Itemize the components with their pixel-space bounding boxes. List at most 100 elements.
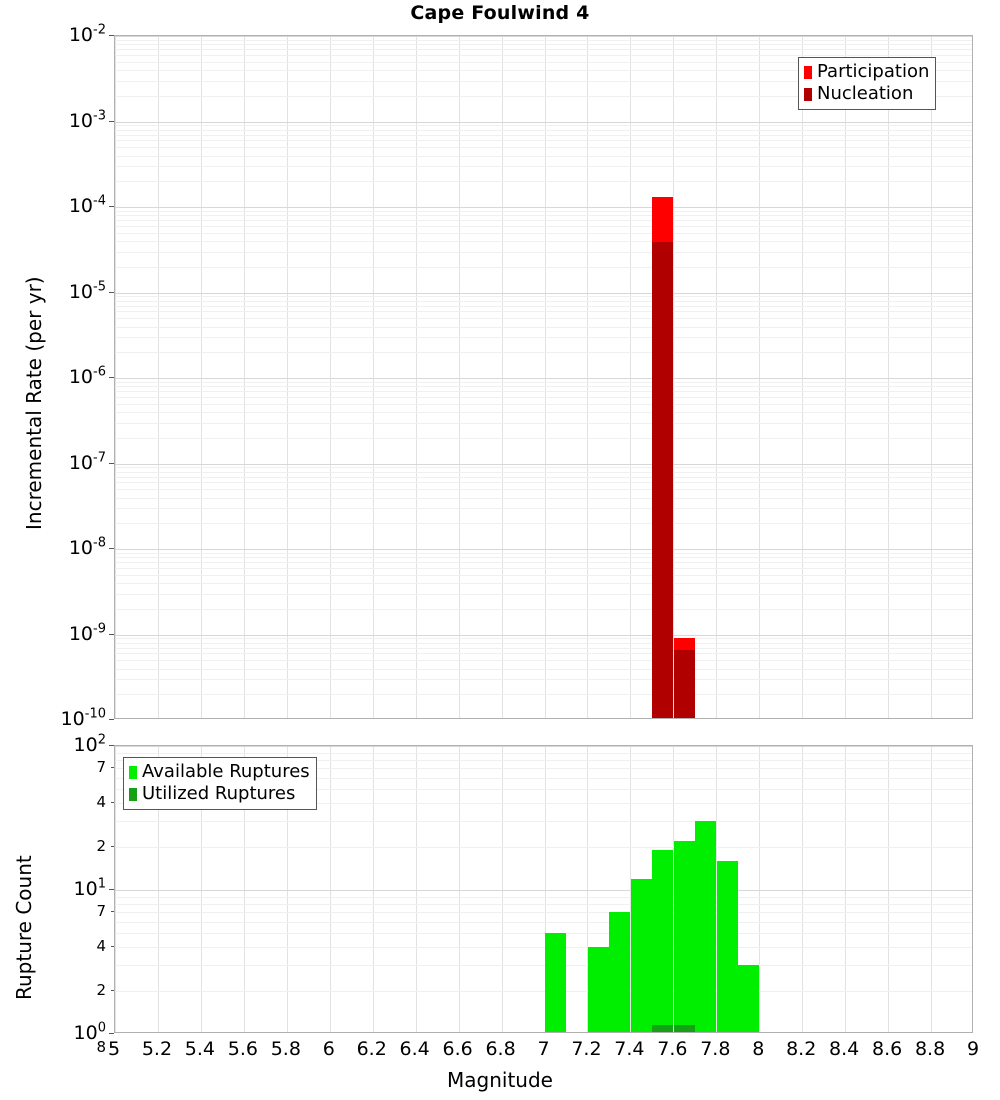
gridline-vertical [372, 36, 374, 718]
gridline-horizontal-minor [115, 660, 972, 662]
y-tick-mark [109, 1033, 114, 1034]
x-tick-label: 5 [107, 1038, 121, 1060]
gridline-vertical [630, 36, 632, 718]
legend-label: Utilized Ruptures [142, 783, 296, 804]
y-tick-label: 4 [96, 793, 106, 812]
gridline-vertical [716, 36, 718, 718]
gridline-horizontal-minor [115, 752, 972, 754]
legend-label: Participation [817, 61, 930, 82]
legend-label: Available Ruptures [142, 761, 310, 782]
gridline-horizontal-minor [115, 990, 972, 992]
y-tick-label: 100 [73, 1020, 106, 1044]
gridline-horizontal-minor [115, 251, 972, 253]
gridline-horizontal-minor [115, 147, 972, 149]
top-legend-item: Nucleation [804, 83, 929, 105]
y-tick-label: 10-7 [68, 450, 106, 474]
top-plot-gridlines [115, 36, 972, 718]
legend-swatch-icon [804, 87, 812, 101]
gridline-horizontal-minor [115, 562, 972, 564]
y-tick-label: 10-3 [68, 108, 106, 132]
x-tick-label: 8.8 [914, 1038, 946, 1060]
bottom-plot-bars [115, 746, 972, 1032]
y-tick-label: 10-2 [68, 22, 106, 46]
gridline-vertical [802, 36, 804, 718]
x-tick-label: 8 [752, 1038, 765, 1060]
gridline-vertical [544, 746, 546, 1032]
gridline-horizontal-minor [115, 653, 972, 655]
gridline-horizontal-minor [115, 391, 972, 393]
gridline-horizontal-minor [115, 933, 972, 935]
gridline-horizontal-minor [115, 437, 972, 439]
gridline-horizontal-minor [115, 125, 972, 127]
gridline-horizontal-minor [115, 318, 972, 320]
bar-available-ruptures [716, 860, 738, 1032]
gridline-horizontal-minor [115, 679, 972, 681]
gridline-vertical [845, 746, 847, 1032]
incremental-rate-plot [114, 35, 973, 719]
x-tick-label: 7.4 [614, 1038, 645, 1060]
top-legend-item: Participation [804, 61, 929, 83]
y-tick-mark [109, 633, 114, 635]
y-tick-mark [111, 989, 114, 991]
top-plot-bars [115, 36, 972, 718]
gridline-horizontal-minor [115, 266, 972, 268]
y-tick-label: 10-9 [68, 621, 106, 645]
gridline-horizontal-minor [115, 54, 972, 56]
gridline-horizontal-minor [115, 768, 972, 770]
gridline-horizontal-minor [115, 70, 972, 72]
gridline-horizontal-major [115, 549, 972, 550]
legend-label: Nucleation [817, 83, 914, 104]
y-tick-label: 2 [96, 980, 106, 999]
x-tick-label: 6.4 [399, 1038, 430, 1060]
y-tick-label: 10-4 [68, 193, 106, 217]
gridline-horizontal-minor [115, 129, 972, 131]
gridline-horizontal-minor [115, 49, 972, 51]
gridline-horizontal-major [115, 746, 972, 747]
gridline-vertical [115, 746, 116, 1032]
gridline-vertical [458, 746, 460, 1032]
bar-available-ruptures [652, 849, 674, 1032]
gridline-horizontal-minor [115, 583, 972, 585]
gridline-horizontal-minor [115, 337, 972, 339]
top-plot-legend: Participation Nucleation [798, 57, 937, 110]
gridline-horizontal-minor [115, 789, 972, 791]
gridline-horizontal-minor [115, 412, 972, 414]
y-tick-mark [111, 845, 114, 847]
gridline-vertical [157, 746, 159, 1032]
gridline-horizontal-major [115, 121, 972, 123]
bar-available-ruptures [695, 821, 717, 1032]
gridline-vertical [931, 36, 933, 718]
bar-available-ruptures [630, 878, 652, 1032]
gridline-vertical [243, 746, 245, 1032]
gridline-vertical [587, 746, 589, 1032]
gridline-vertical [115, 36, 116, 718]
gridline-horizontal-major [115, 890, 972, 891]
y-tick-label: 8 [96, 1037, 106, 1056]
gridline-horizontal-minor [115, 821, 972, 823]
x-tick-label: 7.8 [700, 1038, 731, 1060]
gridline-vertical [501, 746, 503, 1032]
y-tick-mark [111, 946, 114, 948]
x-tick-label: 5.4 [184, 1038, 215, 1060]
gridline-vertical [372, 746, 374, 1032]
bar-nucleation [652, 241, 674, 718]
y-tick-mark [109, 719, 114, 720]
y-tick-mark [109, 745, 114, 746]
gridline-horizontal-minor [115, 552, 972, 554]
gridline-vertical [200, 36, 202, 718]
gridline-horizontal-major [115, 36, 972, 37]
gridline-horizontal-major [115, 292, 972, 294]
gridline-horizontal-minor [115, 95, 972, 97]
rupture-count-plot [114, 745, 973, 1033]
gridline-vertical [157, 36, 159, 718]
gridline-horizontal-minor [115, 44, 972, 46]
gridline-horizontal-minor [115, 497, 972, 499]
gridline-horizontal-minor [115, 759, 972, 761]
bottom-legend-item: Utilized Ruptures [129, 783, 310, 805]
gridline-horizontal-minor [115, 482, 972, 484]
gridline-horizontal-minor [115, 225, 972, 227]
gridline-horizontal-major [115, 463, 972, 465]
gridline-vertical [286, 746, 288, 1032]
gridline-horizontal-minor [115, 467, 972, 469]
gridline-vertical [415, 746, 417, 1032]
